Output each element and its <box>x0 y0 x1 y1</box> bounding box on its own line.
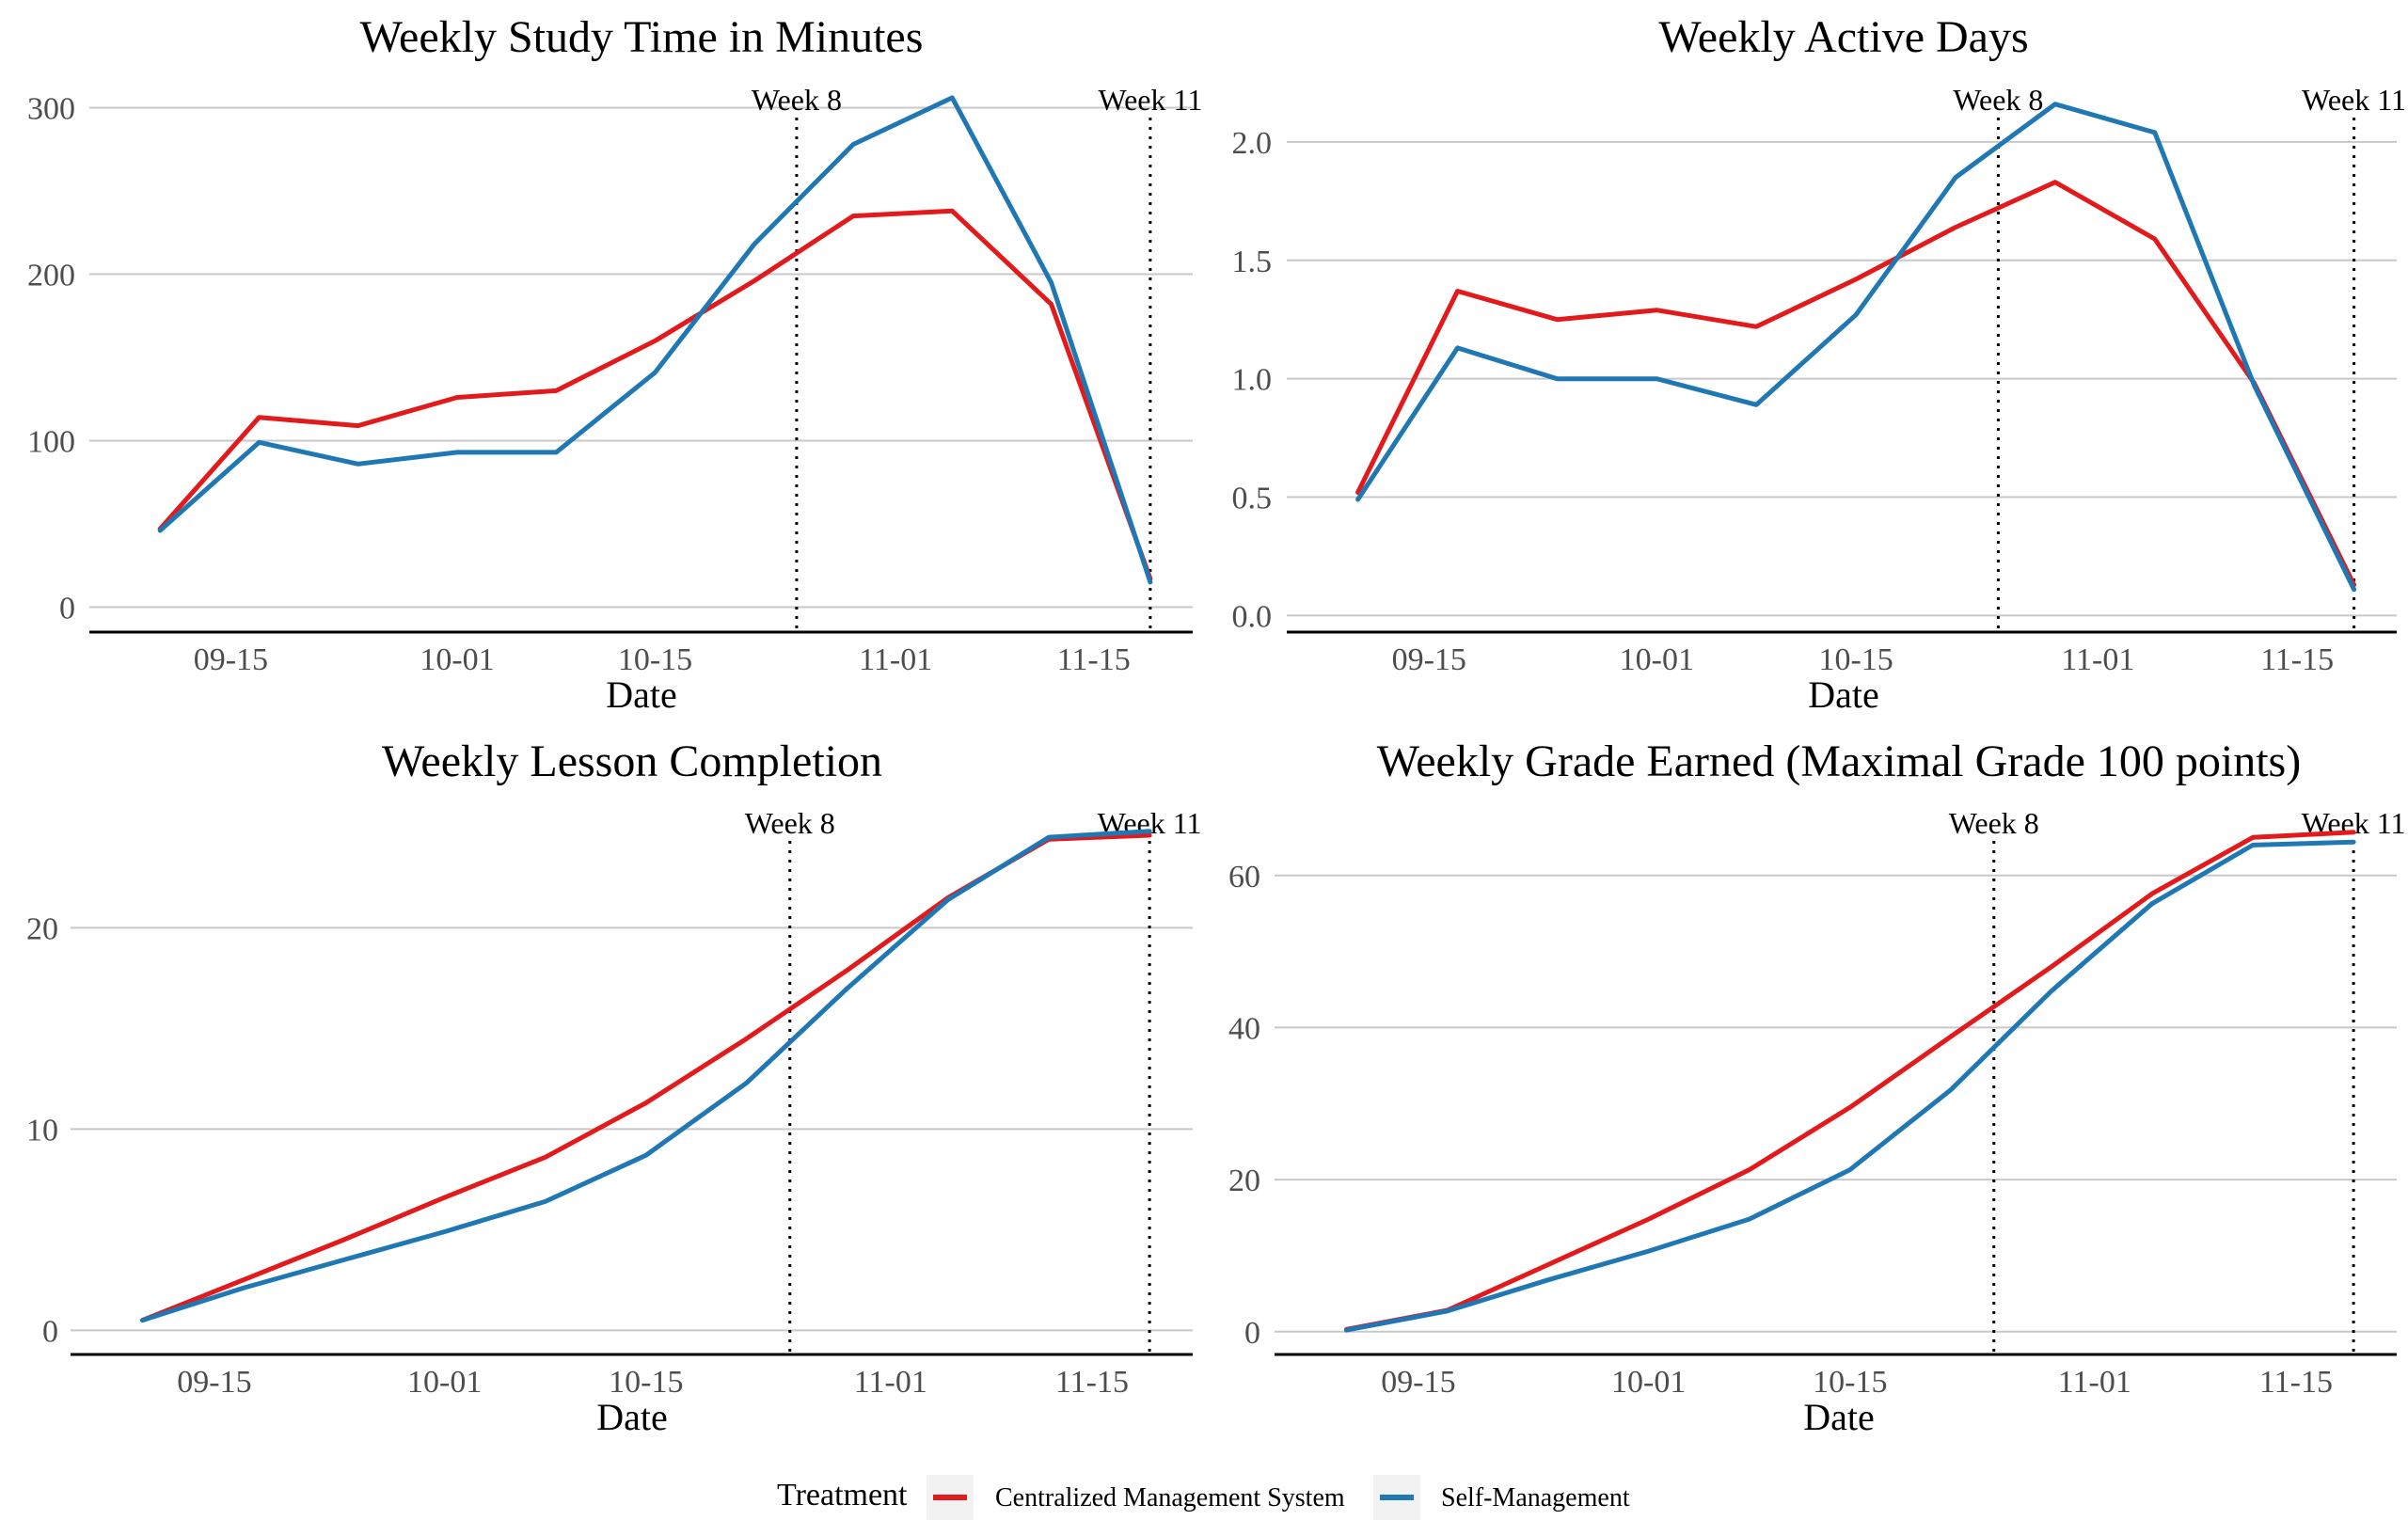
panel-title: Weekly Study Time in Minutes <box>360 12 924 62</box>
x-tick-label: 09-15 <box>177 1365 251 1400</box>
series-line-centralized <box>140 832 1152 1323</box>
legend-label-centralized: Centralized Management System <box>995 1483 1345 1512</box>
y-tick-label: 20 <box>1228 1164 1260 1198</box>
y-tick-label: 1.5 <box>1232 245 1273 279</box>
x-axis-label: Date <box>596 1396 668 1438</box>
x-tick-label: 10-15 <box>1818 642 1893 677</box>
y-tick-label: 0.0 <box>1232 599 1273 634</box>
series-line-self-management <box>140 829 1152 1323</box>
y-tick-label: 1.0 <box>1232 363 1273 398</box>
y-tick-label: 200 <box>27 259 75 293</box>
x-tick-label: 11-15 <box>2259 1365 2333 1400</box>
x-tick-label: 11-01 <box>859 642 932 677</box>
reference-line-label: Week 11 <box>1098 83 1202 117</box>
reference-line-label: Week 8 <box>1949 806 2039 840</box>
x-axis-label: Date <box>1803 1396 1875 1438</box>
y-tick-label: 0.5 <box>1232 482 1273 516</box>
reference-line-label: Week 8 <box>1953 83 2043 117</box>
x-tick-label: 10-01 <box>1611 1365 1686 1400</box>
y-tick-label: 2.0 <box>1232 126 1273 161</box>
x-tick-label: 10-15 <box>618 642 692 677</box>
legend-label-self: Self-Management <box>1441 1483 1630 1512</box>
series-line-self-management <box>1344 839 2356 1333</box>
reference-line-label: Week 8 <box>745 806 835 840</box>
x-tick-label: 10-15 <box>609 1365 683 1400</box>
x-tick-label: 10-01 <box>407 1365 482 1400</box>
y-tick-label: 0 <box>1244 1316 1260 1351</box>
x-tick-label: 09-15 <box>1392 642 1466 677</box>
x-tick-label: 11-01 <box>2061 642 2134 677</box>
panel-title: Weekly Active Days <box>1658 12 2028 62</box>
y-tick-label: 0 <box>42 1314 58 1349</box>
x-tick-label: 10-01 <box>1620 642 1694 677</box>
panel-title: Weekly Grade Earned (Maximal Grade 100 p… <box>1377 736 2301 786</box>
series-line-centralized <box>157 208 1153 581</box>
x-tick-label: 11-15 <box>2260 642 2334 677</box>
x-tick-label: 11-15 <box>1057 642 1131 677</box>
legend: Treatment Centralized Management System … <box>777 1475 1630 1520</box>
panel-active-days: Weekly Active Days Week 8 Week 11 0.0 0.5 1… <box>1232 12 2407 716</box>
x-axis-label: Date <box>606 673 677 716</box>
y-tick-label: 40 <box>1228 1011 1260 1046</box>
panel-study-time: Weekly Study Time in Minutes Week 8 Week … <box>27 12 1202 716</box>
y-tick-label: 300 <box>27 92 75 127</box>
reference-line-label: Week 11 <box>2302 83 2406 117</box>
x-tick-label: 11-01 <box>854 1365 927 1400</box>
series-line-centralized <box>1355 180 2357 588</box>
series-line-self-management <box>1355 102 2357 593</box>
series-line-centralized <box>1344 830 2356 1332</box>
y-tick-label: 60 <box>1228 860 1260 895</box>
x-tick-label: 10-01 <box>420 642 494 677</box>
x-tick-label: 11-15 <box>1055 1365 1129 1400</box>
y-tick-label: 20 <box>26 911 58 946</box>
x-tick-label: 09-15 <box>194 642 268 677</box>
x-tick-label: 09-15 <box>1381 1365 1455 1400</box>
series-line-self-management <box>157 95 1153 585</box>
y-tick-label: 100 <box>27 424 75 459</box>
x-tick-label: 11-01 <box>2058 1365 2131 1400</box>
panel-lesson-completion: Weekly Lesson Completion Week 8 Week 11 0… <box>26 736 1202 1438</box>
legend-title: Treatment <box>777 1478 908 1512</box>
reference-line-label: Week 8 <box>752 83 842 117</box>
y-tick-label: 10 <box>26 1113 58 1148</box>
x-tick-label: 10-15 <box>1813 1365 1887 1400</box>
panel-title: Weekly Lesson Completion <box>382 736 882 786</box>
y-tick-label: 0 <box>59 591 75 625</box>
panel-grade-earned: Weekly Grade Earned (Maximal Grade 100 p… <box>1228 736 2406 1438</box>
x-axis-label: Date <box>1808 673 1879 716</box>
